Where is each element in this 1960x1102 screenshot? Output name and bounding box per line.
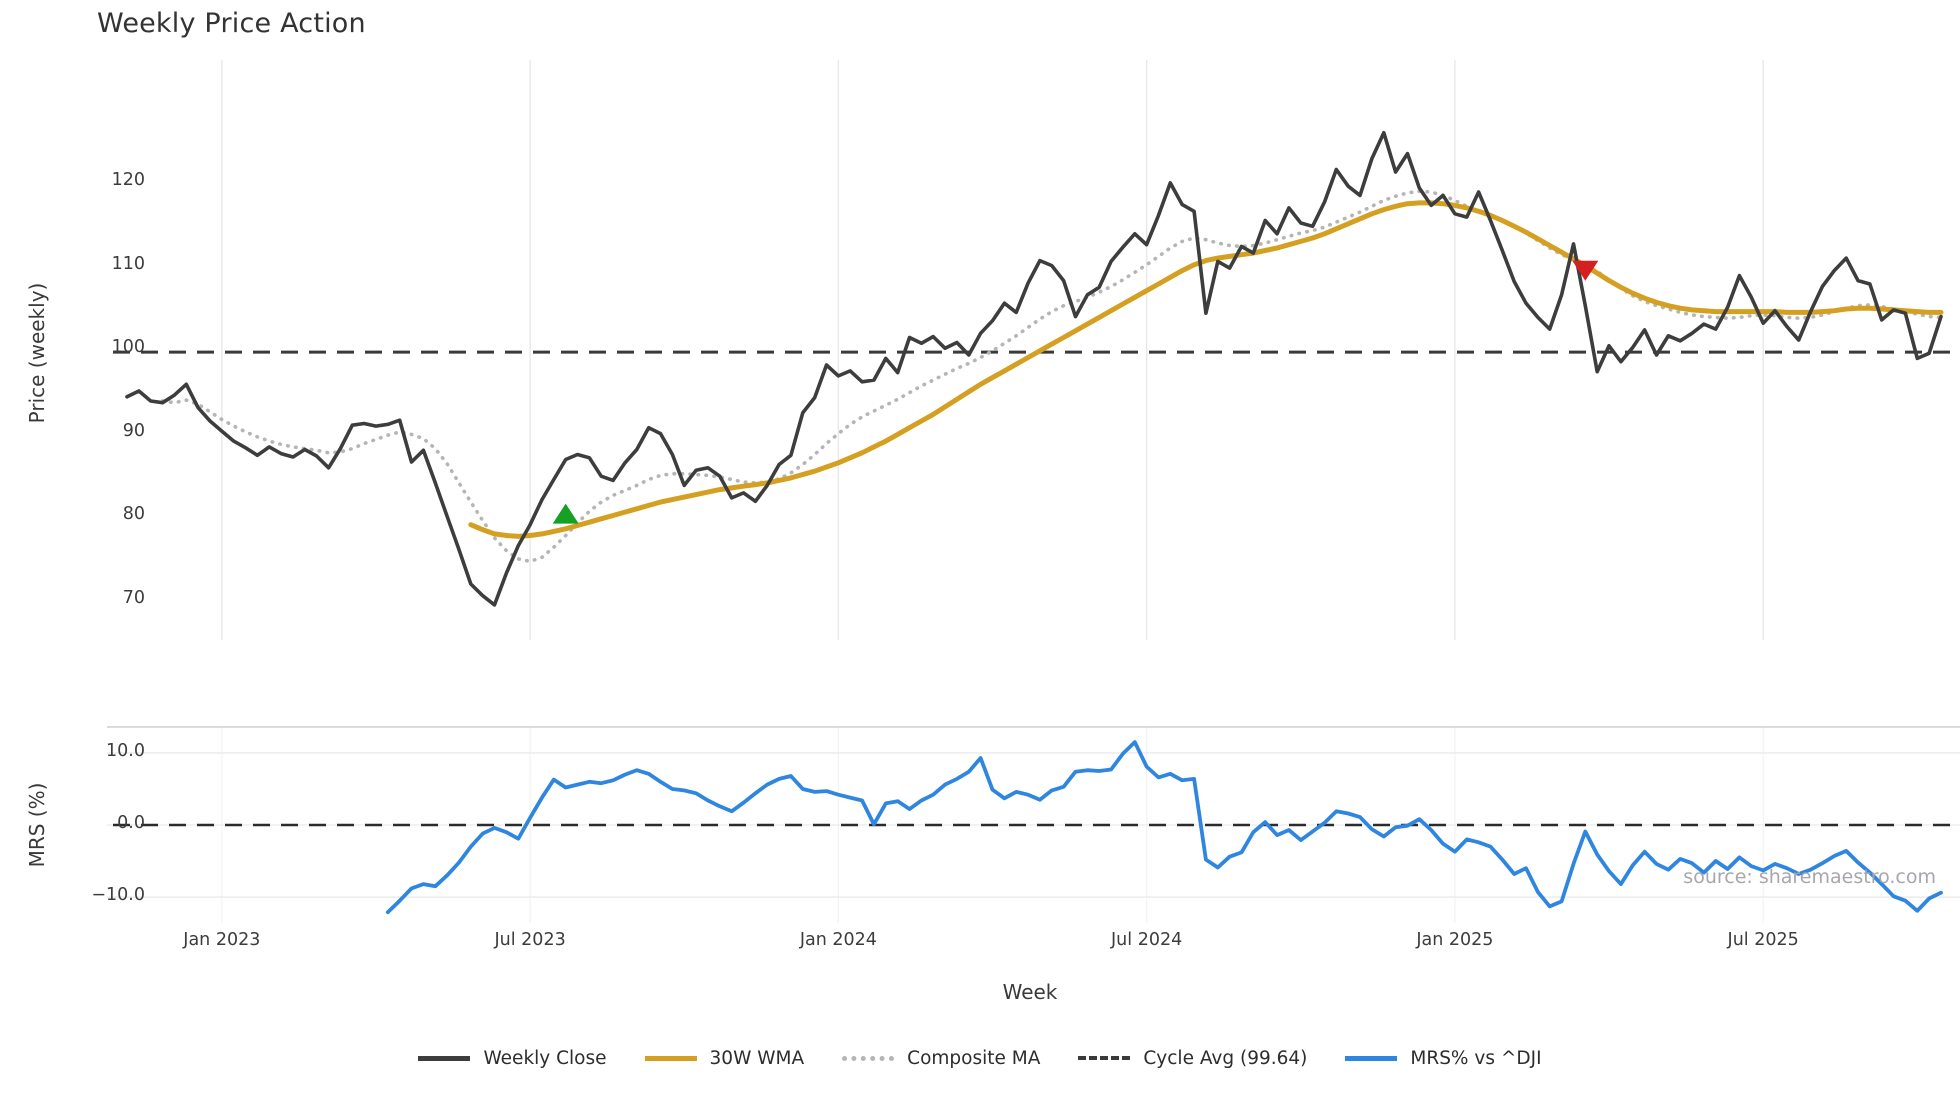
price-y-tick-100: 100: [111, 337, 145, 358]
legend-item-composite-ma: Composite MA: [842, 1048, 1040, 1069]
source-watermark: source: sharemaestro.com: [1683, 866, 1936, 888]
buy-signal-marker: [552, 503, 579, 524]
legend-item-weekly-close: Weekly Close: [418, 1047, 607, 1069]
legend-label: 30W WMA: [709, 1047, 805, 1069]
mrs-y-tick-10.0: 10.0: [106, 740, 145, 761]
x-tick-jan-2023: Jan 2023: [183, 930, 261, 950]
legend-item-cycle-avg-99-64-: Cycle Avg (99.64): [1078, 1048, 1307, 1069]
series-weekly-close: [125, 130, 1943, 607]
legend-swatch-dashed: [1078, 1056, 1131, 1060]
series-30w-wma: [468, 200, 1944, 539]
mrs-y-tick-−10.0: −10.0: [91, 885, 145, 906]
legend-label: Composite MA: [907, 1047, 1041, 1069]
legend-label: Cycle Avg (99.64): [1143, 1047, 1308, 1069]
price-y-tick-80: 80: [122, 504, 145, 525]
x-tick-jan-2024: Jan 2024: [799, 930, 877, 950]
price-y-tick-120: 120: [111, 170, 145, 191]
x-tick-jan-2025: Jan 2025: [1416, 930, 1494, 950]
x-axis-label: Week: [1002, 980, 1058, 1004]
chart-legend: Weekly Close 30W WMA Composite MA Cycle Avg…: [0, 1036, 1960, 1080]
x-tick-jul-2024: Jul 2024: [1111, 930, 1183, 950]
price-y-tick-70: 70: [122, 587, 145, 608]
price-y-tick-90: 90: [122, 420, 145, 441]
price-y-tick-110: 110: [111, 253, 145, 274]
legend-label: MRS% vs ^DJI: [1410, 1047, 1542, 1069]
series-composite-ma: [160, 189, 1943, 564]
legend-swatch-solid: [418, 1055, 471, 1061]
x-tick-jul-2025: Jul 2025: [1727, 930, 1799, 950]
legend-item-mrs-vs-dji: MRS% vs ^DJI: [1345, 1047, 1542, 1069]
legend-item-30w-wma: 30W WMA: [644, 1047, 805, 1069]
legend-swatch-solid: [1345, 1055, 1398, 1061]
legend-swatch-solid: [644, 1055, 697, 1061]
series-mrs-vs-dji: [385, 740, 1943, 915]
x-tick-jul-2023: Jul 2023: [494, 930, 566, 950]
chart-title: Weekly Price Action: [97, 8, 366, 39]
legend-swatch-dotted: [842, 1055, 895, 1061]
legend-label: Weekly Close: [483, 1047, 607, 1069]
mrs-y-tick-0.0: 0.0: [117, 813, 145, 833]
sell-signal-marker: [1572, 260, 1599, 281]
